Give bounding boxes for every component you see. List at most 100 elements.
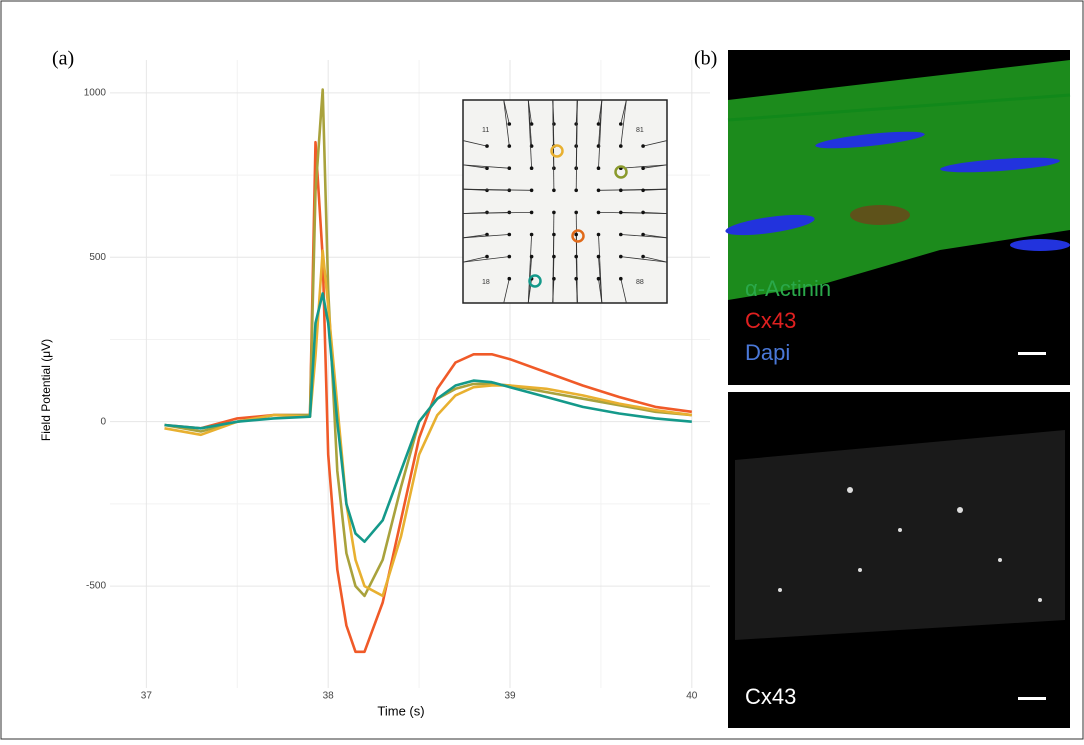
electrode [529, 232, 534, 237]
electrode-trace [620, 278, 627, 304]
electrode [552, 122, 556, 126]
electrode-trace [643, 256, 668, 263]
series-line [164, 292, 692, 543]
x-tick-label: 40 [686, 691, 698, 702]
punctum [957, 507, 963, 513]
electrode [574, 188, 578, 193]
nucleus [940, 157, 1060, 173]
nucleus [1010, 239, 1070, 251]
electrode-trace [503, 99, 510, 147]
y-tick-label: 0 [100, 416, 106, 427]
electrode [485, 232, 489, 237]
electrode [552, 232, 556, 237]
electrode-trace [620, 164, 668, 169]
electrode-trace [598, 278, 603, 304]
electrode [507, 122, 512, 126]
electrode [574, 122, 578, 126]
electrode [596, 188, 601, 193]
electrode [507, 276, 512, 281]
electrode-trace [503, 99, 510, 125]
y-tick-label: 500 [89, 252, 106, 263]
electrode [485, 254, 489, 259]
electrode-trace [462, 140, 488, 147]
electrode [619, 232, 623, 237]
electrode [552, 254, 556, 259]
electrode-trace [552, 278, 555, 304]
electrode [641, 188, 645, 193]
electrode-trace [643, 140, 668, 147]
electrode [619, 276, 623, 281]
electrode [574, 232, 578, 237]
y-axis-title: Field Potential (μV) [39, 339, 53, 441]
electrode [507, 144, 512, 148]
electrode-trace [620, 234, 668, 239]
electrode [529, 188, 534, 193]
punctum [898, 528, 902, 532]
cx43-stain [850, 205, 910, 225]
electrode [596, 210, 601, 215]
electrode-trace [462, 256, 510, 263]
electrode-highlight [614, 165, 628, 179]
electrode-trace [643, 188, 668, 191]
electrode-trace [462, 188, 532, 191]
electrode [596, 254, 601, 259]
stain-label: Dapi [745, 340, 790, 365]
stain-label: Cx43 [745, 308, 796, 333]
electrode [485, 144, 489, 148]
electrode [529, 122, 534, 126]
electrode-trace [575, 99, 578, 191]
electrode-trace [620, 256, 668, 263]
stain-label: α-Actinin [745, 276, 831, 301]
punctum [778, 588, 782, 592]
inset-label: 88 [636, 279, 644, 286]
electrode [552, 188, 556, 193]
electrode-highlight [528, 274, 542, 288]
electrode [596, 166, 601, 170]
electrode [641, 254, 645, 259]
electrode-highlight [550, 144, 564, 158]
electrode-trace [462, 256, 488, 263]
nucleus [815, 131, 925, 149]
electrode [596, 122, 601, 126]
electrode [619, 188, 623, 193]
inset-label: 18 [482, 279, 490, 286]
x-tick-label: 37 [141, 691, 153, 702]
electrode [619, 122, 623, 126]
punctum [858, 568, 862, 572]
electrode [641, 210, 645, 215]
y-tick-label: -500 [86, 581, 106, 592]
scale-bar [1018, 352, 1046, 355]
electrode [596, 232, 601, 237]
inset-frame [462, 99, 668, 304]
punctum [1038, 598, 1042, 602]
electrode [619, 210, 623, 215]
electrode [641, 232, 645, 237]
electrode-highlight [571, 229, 585, 243]
electrode-trace [620, 99, 627, 125]
electrode-trace [598, 99, 603, 169]
scale-bar [1018, 697, 1046, 700]
cx43-puncta [778, 487, 1042, 602]
electrode-trace [462, 234, 510, 239]
inset-label: 81 [636, 127, 644, 134]
stain-label: Cx43 [745, 684, 796, 709]
electrode-trace [462, 212, 532, 214]
inset-label: 11 [482, 127, 489, 134]
electrode [485, 188, 489, 193]
electrode [529, 254, 534, 259]
electrode-inset [462, 99, 668, 304]
x-axis-title: Time (s) [377, 703, 424, 718]
electrode [507, 166, 512, 170]
x-tick-label: 38 [323, 691, 335, 702]
electrode [619, 254, 623, 259]
striation [727, 93, 1071, 122]
punctum [847, 487, 853, 493]
electrode [529, 166, 534, 170]
actinin-stain [728, 60, 1070, 300]
electrode-trace [598, 256, 603, 304]
punctum [998, 558, 1002, 562]
electrode-trace [552, 99, 555, 191]
electrode [574, 254, 578, 259]
nucleus [725, 214, 815, 236]
electrode [574, 210, 578, 215]
